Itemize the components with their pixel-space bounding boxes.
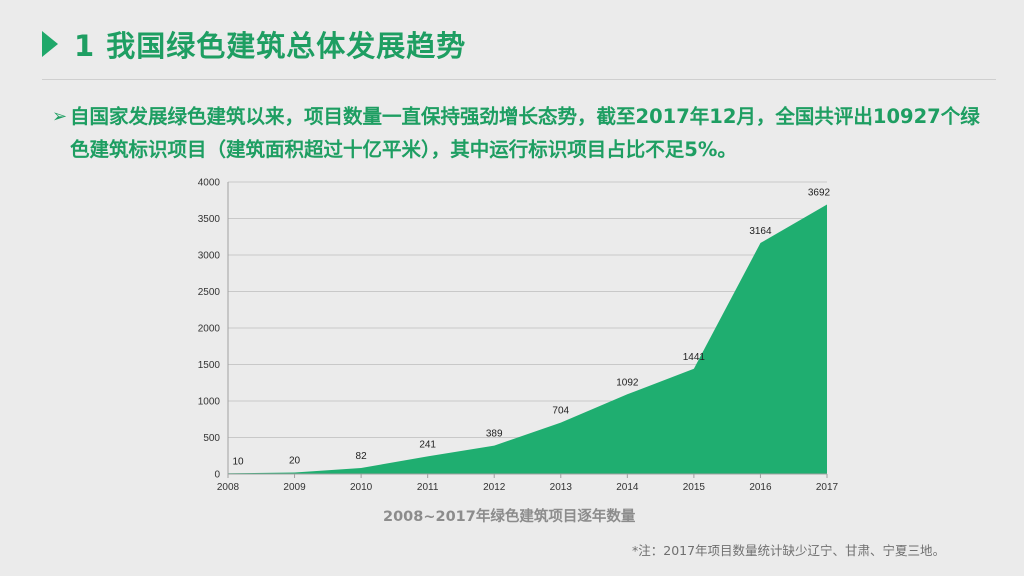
x-tick-label: 2017 [816, 482, 839, 493]
chart-title: 2008~2017年绿色建筑项目逐年数量 [383, 509, 636, 525]
data-label: 10 [232, 456, 244, 467]
data-label: 241 [419, 439, 436, 450]
area-chart: 0 500 1000 1500 2000 2500 3000 3500 4000 2008 2009… [190, 172, 850, 532]
data-label: 1441 [683, 352, 706, 363]
bullet-paragraph: ➢ 自国家发展绿色建筑以来，项目数量一直保持强劲增长态势，截至2017年12月，… [52, 100, 982, 166]
y-tick-label: 3000 [198, 251, 221, 262]
data-label: 20 [289, 456, 301, 467]
y-tick-label: 1000 [198, 397, 221, 408]
data-label: 82 [356, 451, 368, 462]
y-tick-label: 2500 [198, 287, 221, 298]
y-tick-label: 2000 [198, 324, 221, 335]
y-tick-label: 0 [214, 470, 220, 481]
x-tick-label: 2009 [283, 482, 306, 493]
x-tick-label: 2016 [749, 482, 772, 493]
data-label: 389 [486, 429, 503, 440]
area-series [228, 204, 827, 474]
x-tick-label: 2012 [483, 482, 506, 493]
triangle-arrow-icon [42, 31, 58, 57]
y-tick-label: 3500 [198, 214, 221, 225]
x-tick-label: 2011 [417, 482, 439, 493]
x-tick-label: 2013 [550, 482, 573, 493]
x-tick-label: 2010 [350, 482, 373, 493]
title-divider [42, 79, 996, 80]
slide-title: 1 我国绿色建筑总体发展趋势 [74, 29, 467, 63]
data-label: 704 [552, 406, 569, 417]
x-tick-label: 2015 [683, 482, 706, 493]
data-label: 3164 [749, 226, 772, 237]
x-tick-label: 2014 [616, 482, 639, 493]
chart-svg: 0 500 1000 1500 2000 2500 3000 3500 4000 2008 2009… [198, 178, 839, 494]
bullet-text: 自国家发展绿色建筑以来，项目数量一直保持强劲增长态势，截至2017年12月，全国… [70, 105, 980, 161]
footnote: *注：2017年项目数量统计缺少辽宁、甘肃、宁夏三地。 [632, 543, 946, 558]
x-tick-label: 2008 [217, 482, 240, 493]
y-tick-label: 1500 [198, 360, 221, 371]
data-label: 1092 [616, 377, 639, 388]
arrow-bullet-icon: ➢ [52, 106, 68, 127]
y-tick-label: 500 [203, 433, 220, 444]
title-bar: 1 我国绿色建筑总体发展趋势 [42, 22, 466, 66]
y-tick-label: 4000 [198, 178, 221, 189]
data-label: 3692 [808, 187, 831, 198]
